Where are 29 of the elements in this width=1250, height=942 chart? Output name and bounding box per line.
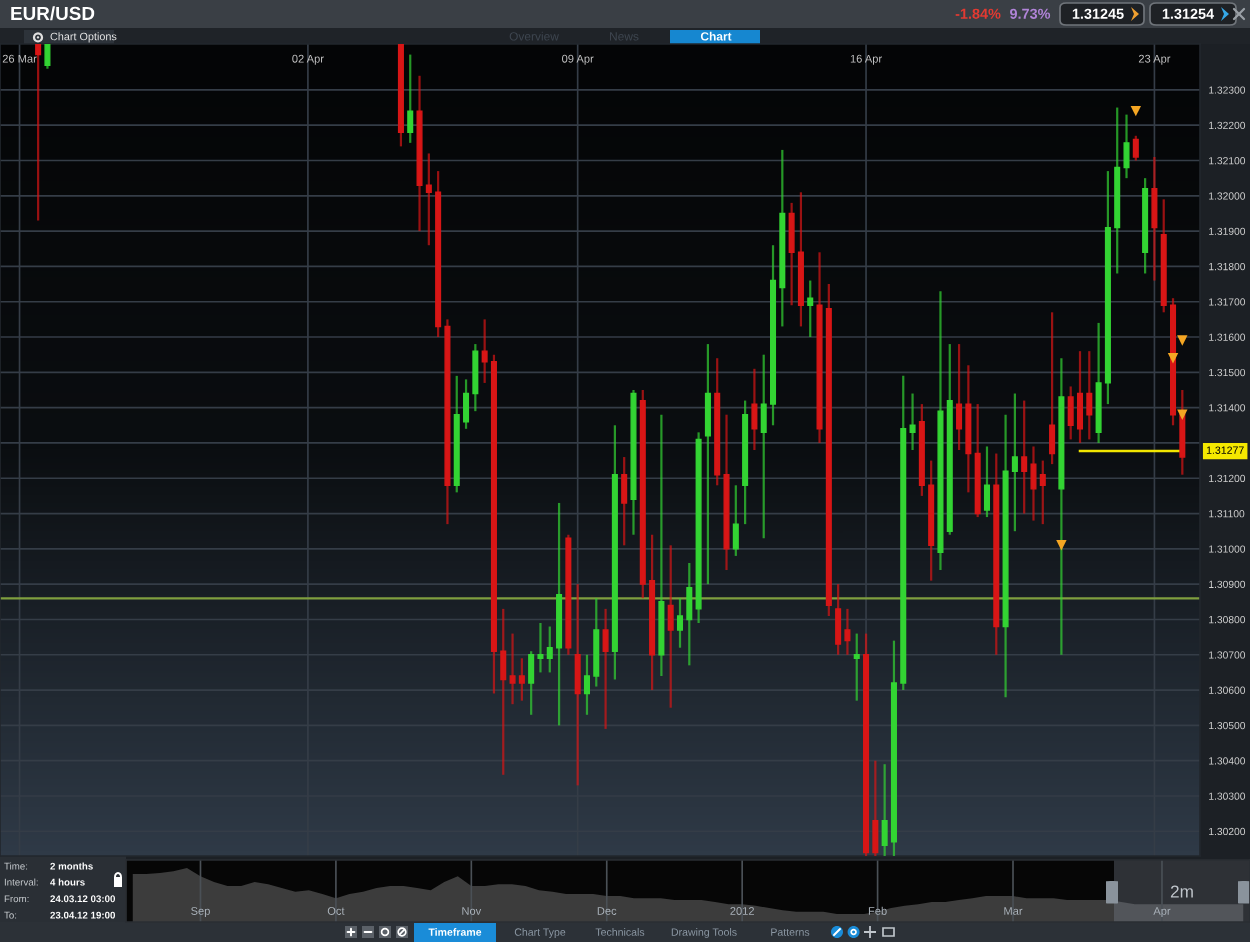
point — [1056, 540, 1067, 551]
point — [1167, 353, 1179, 364]
candlestick — [853, 632, 860, 702]
point — [1130, 105, 1142, 117]
candlestick — [574, 583, 581, 787]
annotation: 2m — [1170, 885, 1193, 898]
point — [1177, 335, 1188, 346]
candlestick — [407, 53, 414, 144]
candlestick — [1076, 350, 1084, 445]
candlestick — [44, 44, 51, 70]
candlestick — [1049, 311, 1056, 466]
candlestick — [751, 367, 758, 452]
candlestick — [35, 44, 42, 222]
candlestick — [807, 279, 814, 339]
candlestick — [909, 392, 916, 452]
point — [1177, 409, 1188, 420]
candlestick — [1132, 134, 1139, 162]
candlestick — [667, 544, 674, 709]
candlestick — [983, 445, 990, 519]
candlestick — [956, 342, 963, 452]
candlestick — [518, 657, 525, 702]
candlestick — [528, 650, 535, 716]
candlestick — [1151, 155, 1158, 282]
candlestick — [621, 455, 628, 547]
candlestick — [704, 342, 711, 586]
candlestick — [732, 484, 739, 558]
chart-title: EUR/USD — [11, 6, 95, 21]
candlestick — [835, 583, 842, 656]
candlestick — [602, 607, 609, 731]
